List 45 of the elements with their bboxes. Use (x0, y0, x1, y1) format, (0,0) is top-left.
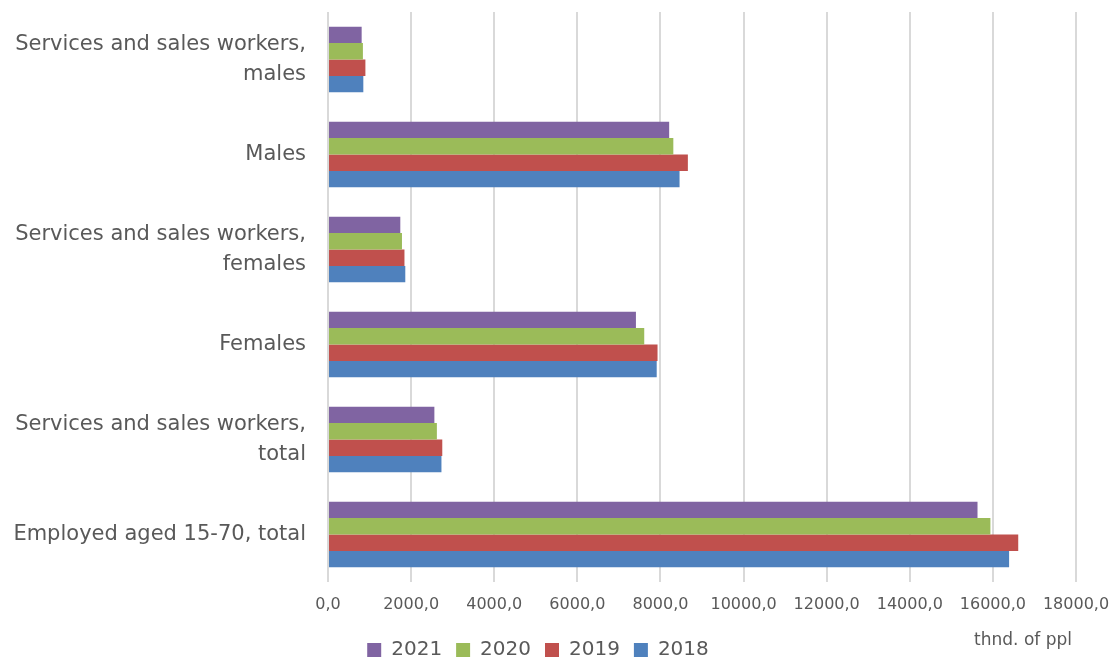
x-axis-title: thnd. of ppl (974, 629, 1072, 650)
x-tick-label: 14000,0 (876, 593, 943, 613)
y-tick-label: Services and sales workers, total (15, 411, 306, 465)
bar (329, 344, 658, 361)
bar (329, 406, 435, 424)
legend-label: 2020 (480, 636, 532, 660)
x-tick-label: 12000,0 (793, 593, 860, 613)
bar (329, 501, 978, 519)
bar (329, 75, 364, 93)
bar (329, 138, 674, 155)
bar (329, 265, 406, 283)
bar (329, 216, 401, 234)
y-tick-label: Males (245, 140, 306, 165)
legend-label: 2021 (391, 636, 443, 660)
bar (329, 534, 1019, 551)
bar (329, 26, 362, 44)
bar (329, 423, 437, 440)
bar (329, 121, 670, 139)
bar (329, 233, 402, 250)
x-tick-label: 2000,0 (383, 593, 440, 613)
x-tick-label: 18000,0 (1042, 593, 1110, 613)
y-tick-label: Services and sales workers, males (15, 31, 306, 85)
x-tick-label: 16000,0 (959, 593, 1026, 613)
bar (329, 455, 442, 473)
x-tick-label: 10000,0 (710, 593, 777, 613)
legend-label: 2018 (657, 636, 709, 660)
bar (329, 59, 366, 76)
bar (329, 439, 443, 456)
y-tick-label: Services and sales workers, females (15, 221, 306, 275)
bar (329, 43, 363, 60)
x-tick-label: 4000,0 (466, 593, 523, 613)
bar (329, 154, 688, 171)
y-tick-label: Females (219, 330, 306, 355)
bar (329, 518, 991, 535)
bar (329, 311, 636, 329)
legend-label: 2019 (569, 636, 620, 660)
bar (329, 249, 405, 266)
x-tick-label: 0,0 (315, 593, 341, 613)
bar (329, 550, 1010, 568)
x-tick-label: 6000,0 (549, 593, 606, 613)
bar (329, 360, 657, 378)
y-tick-label: Employed aged 15-70, total (13, 520, 306, 545)
x-tick-label: 8000,0 (632, 593, 689, 613)
bar (329, 328, 645, 345)
bar (329, 170, 680, 188)
